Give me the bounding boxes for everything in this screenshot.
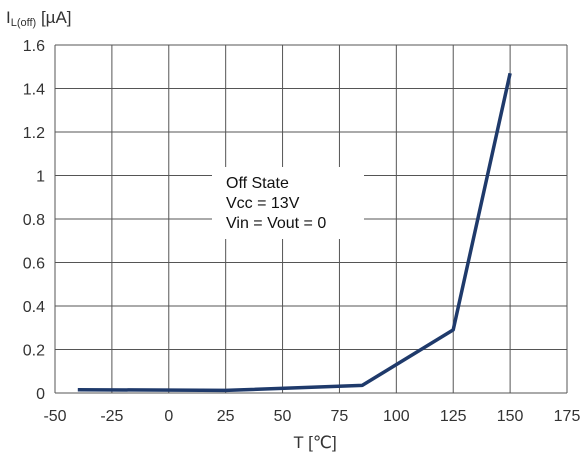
x-tick-label: 175	[554, 408, 581, 425]
x-axis-label: T [℃]	[293, 433, 336, 452]
annotation-line-3: Vin = Vout = 0	[226, 215, 326, 232]
x-tick-label: 75	[331, 408, 349, 425]
y-tick-label: 1.2	[23, 125, 45, 142]
y-axis-label-subscript: L(off)	[11, 17, 36, 29]
x-tick-label: -25	[100, 408, 123, 425]
x-tick-label: 125	[440, 408, 467, 425]
annotation-box	[212, 167, 364, 239]
x-tick-label: 100	[383, 408, 410, 425]
y-axis-label-main: I	[6, 8, 11, 27]
y-tick-label: 0.2	[23, 343, 45, 360]
y-tick-label: 0.4	[23, 299, 45, 316]
series	[77, 72, 512, 393]
x-tick-label: 150	[497, 408, 524, 425]
y-tick-label: 0.8	[23, 212, 45, 229]
x-tick-label: 0	[164, 408, 173, 425]
x-tick-label: 25	[217, 408, 235, 425]
series-line	[77, 72, 512, 393]
y-tick-label: 0.6	[23, 256, 45, 273]
x-tick-labels: -50 -25 0 25 50 75 100 125 150 175	[43, 408, 580, 425]
y-axis-label: IL(off) [µA]	[6, 8, 72, 29]
y-tick-label: 0	[36, 386, 45, 403]
y-tick-labels: 0 0.2 0.4 0.6 0.8 1 1.2 1.4 1.6	[23, 38, 45, 403]
y-axis-label-unit: [µA]	[36, 8, 71, 27]
y-tick-label: 1.6	[23, 38, 45, 55]
y-tick-label: 1.4	[23, 82, 45, 99]
x-tick-label: -50	[43, 408, 66, 425]
x-tick-label: 50	[274, 408, 292, 425]
y-tick-label: 1	[36, 169, 45, 186]
annotation-line-2: Vcc = 13V	[226, 195, 300, 212]
annotation-line-1: Off State	[226, 175, 289, 192]
